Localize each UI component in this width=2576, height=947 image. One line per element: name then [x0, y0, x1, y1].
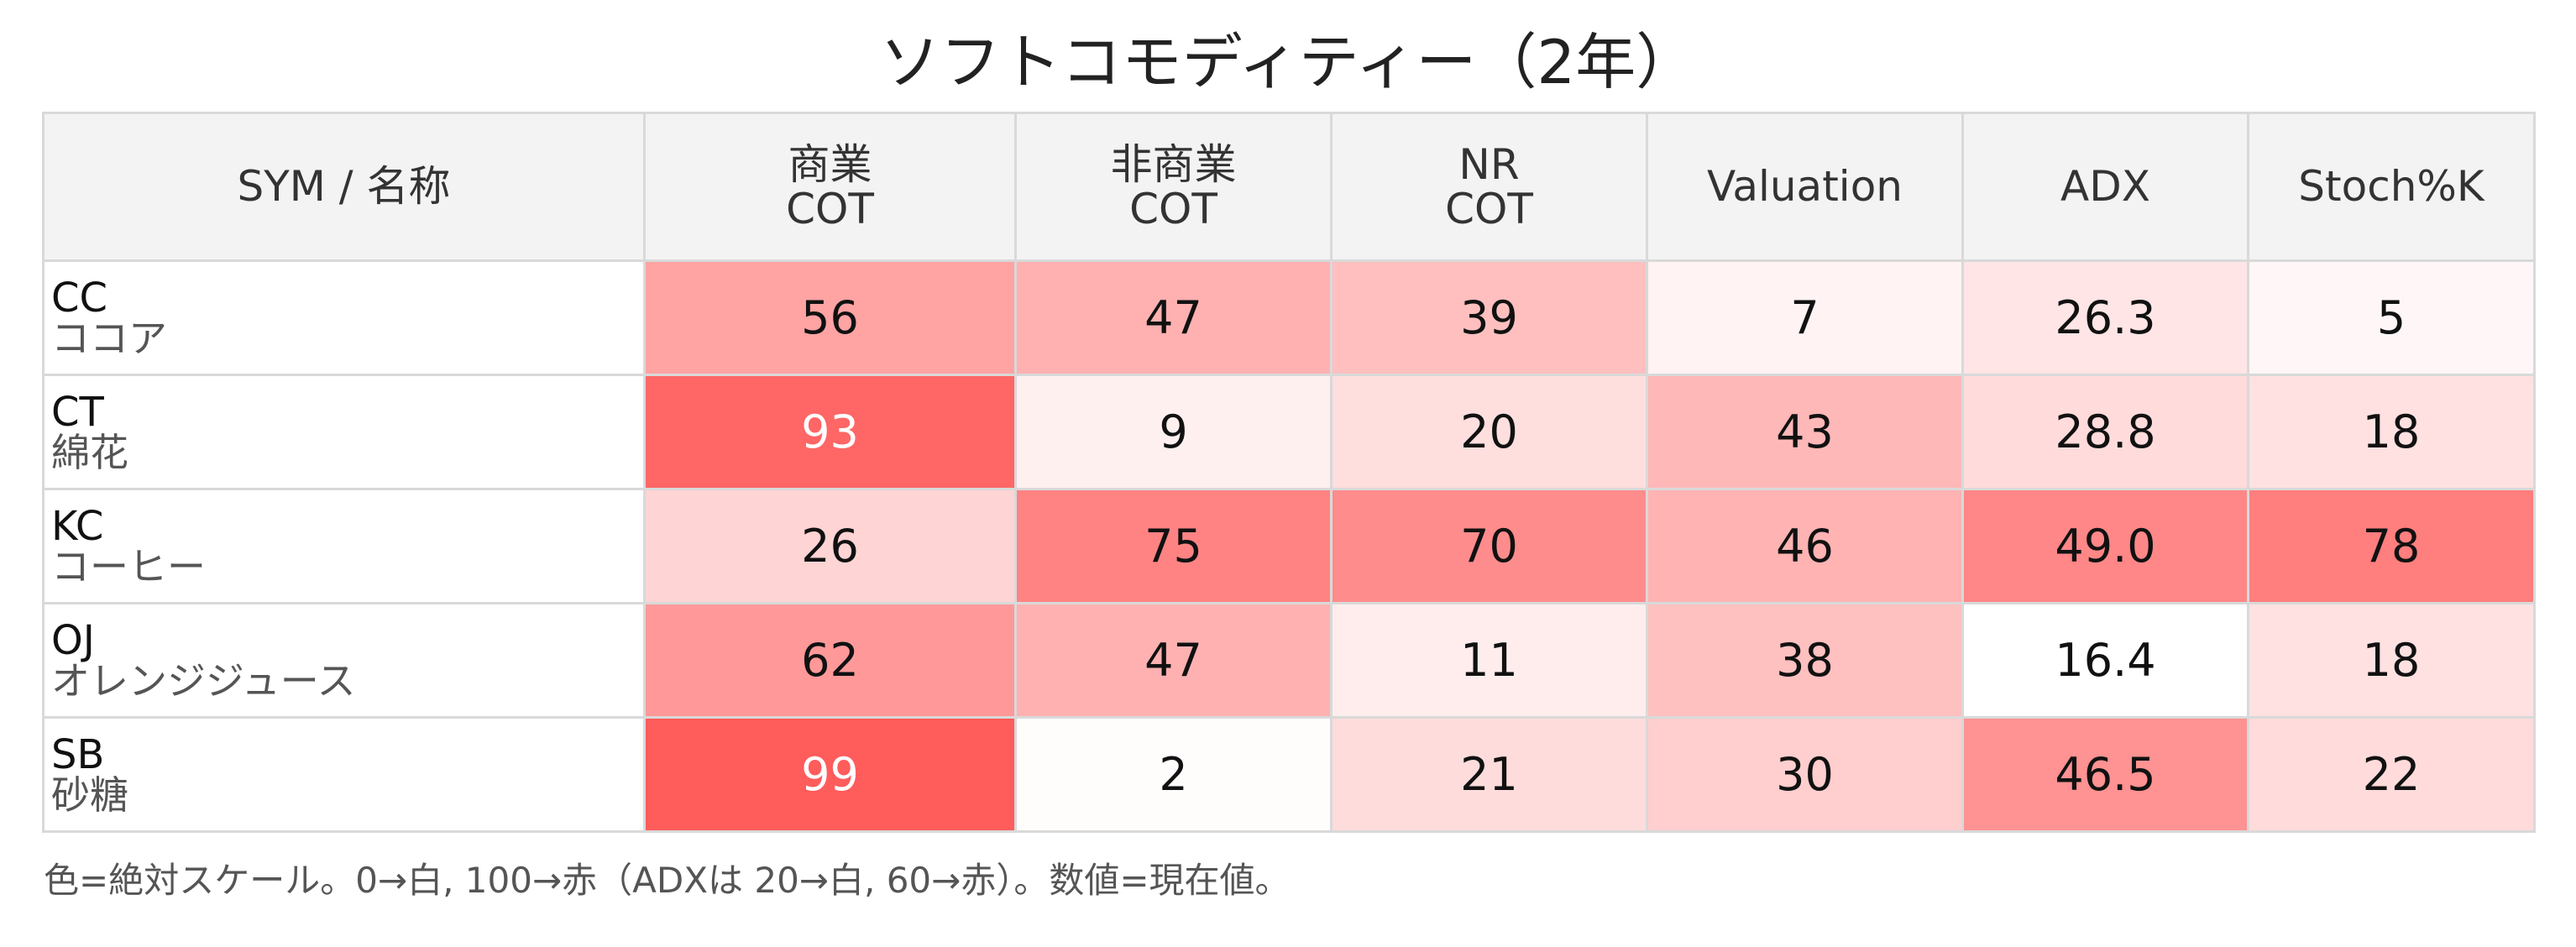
value-cell: 47 [1014, 602, 1333, 719]
commodity-name: 砂糖 [51, 772, 128, 818]
value-cell: 43 [1646, 374, 1964, 490]
table-row: CC ココア 56 47 39 7 26.3 5 [42, 259, 2536, 376]
column-header-text: SYM / 名称 [237, 162, 451, 212]
column-header-text: ADX [2060, 162, 2150, 212]
value-cell: 47 [1014, 259, 1333, 376]
column-header-text: COT [786, 184, 874, 233]
commodity-name: オレンジジュース [51, 657, 356, 704]
column-header: Valuation [1646, 112, 1964, 262]
value-cell: 2 [1014, 716, 1333, 833]
column-header-text: Stoch%K [2298, 162, 2484, 212]
column-header-text: Valuation [1707, 162, 1903, 212]
column-header: 非商業 COT [1014, 112, 1333, 262]
value-cell: 62 [643, 602, 1017, 719]
value-cell: 16.4 [1961, 602, 2249, 719]
heatmap-table: SYM / 名称 商業 COT 非商業 COT NR COT Valuation ADX Stoc… [42, 112, 2536, 833]
value-cell: 22 [2247, 716, 2536, 833]
column-header-text: COT [1129, 184, 1217, 233]
value-cell: 78 [2247, 488, 2536, 604]
column-header: 商業 COT [643, 112, 1017, 262]
value-cell: 56 [643, 259, 1017, 376]
value-cell: 28.8 [1961, 374, 2249, 490]
table-row: SB 砂糖 99 2 21 30 46.5 22 [42, 716, 2536, 833]
symbol: OJ [51, 616, 95, 664]
value-cell: 46.5 [1961, 716, 2249, 833]
column-header: SYM / 名称 [42, 112, 646, 262]
symbol: KC [51, 502, 104, 550]
row-label: KC コーヒー [42, 488, 646, 604]
column-header-text: NR [1458, 140, 1520, 189]
table-row: CT 綿花 93 9 20 43 28.8 18 [42, 374, 2536, 490]
symbol: SB [51, 730, 105, 778]
symbol: CC [51, 274, 108, 322]
value-cell: 7 [1646, 259, 1964, 376]
value-cell: 18 [2247, 374, 2536, 490]
value-cell: 39 [1330, 259, 1648, 376]
row-label: CT 綿花 [42, 374, 646, 490]
value-cell: 70 [1330, 488, 1648, 604]
value-cell: 46 [1646, 488, 1964, 604]
column-header-text: 商業 [788, 140, 872, 189]
commodity-name: コーヒー [51, 543, 206, 589]
value-cell: 9 [1014, 374, 1333, 490]
symbol: CT [51, 388, 104, 436]
column-header-text: 非商業 [1110, 140, 1237, 189]
value-cell: 26 [643, 488, 1017, 604]
value-cell: 20 [1330, 374, 1648, 490]
value-cell: 93 [643, 374, 1017, 490]
table-row: OJ オレンジジュース 62 47 11 38 16.4 18 [42, 602, 2536, 719]
column-header: NR COT [1330, 112, 1648, 262]
value-cell: 18 [2247, 602, 2536, 719]
table-title: ソフトコモディティー（2年） [879, 27, 1697, 97]
value-cell: 49.0 [1961, 488, 2249, 604]
value-cell: 99 [643, 716, 1017, 833]
value-cell: 21 [1330, 716, 1648, 833]
value-cell: 38 [1646, 602, 1964, 719]
column-header-text: COT [1445, 184, 1533, 233]
value-cell: 30 [1646, 716, 1964, 833]
row-label: OJ オレンジジュース [42, 602, 646, 719]
value-cell: 5 [2247, 259, 2536, 376]
value-cell: 11 [1330, 602, 1648, 719]
row-label: SB 砂糖 [42, 716, 646, 833]
header-row: SYM / 名称 商業 COT 非商業 COT NR COT Valuation ADX Stoc… [42, 112, 2536, 262]
value-cell: 75 [1014, 488, 1333, 604]
commodity-name: ココア [51, 315, 167, 361]
column-header: Stoch%K [2247, 112, 2536, 262]
table-row: KC コーヒー 26 75 70 46 49.0 78 [42, 488, 2536, 604]
footer-note: 色=絶対スケール。0→白, 100→赤（ADXは 20→白, 60→赤）。数値=… [44, 860, 1291, 901]
value-cell: 26.3 [1961, 259, 2249, 376]
row-label: CC ココア [42, 259, 646, 376]
column-header: ADX [1961, 112, 2249, 262]
commodity-name: 綿花 [51, 429, 128, 475]
